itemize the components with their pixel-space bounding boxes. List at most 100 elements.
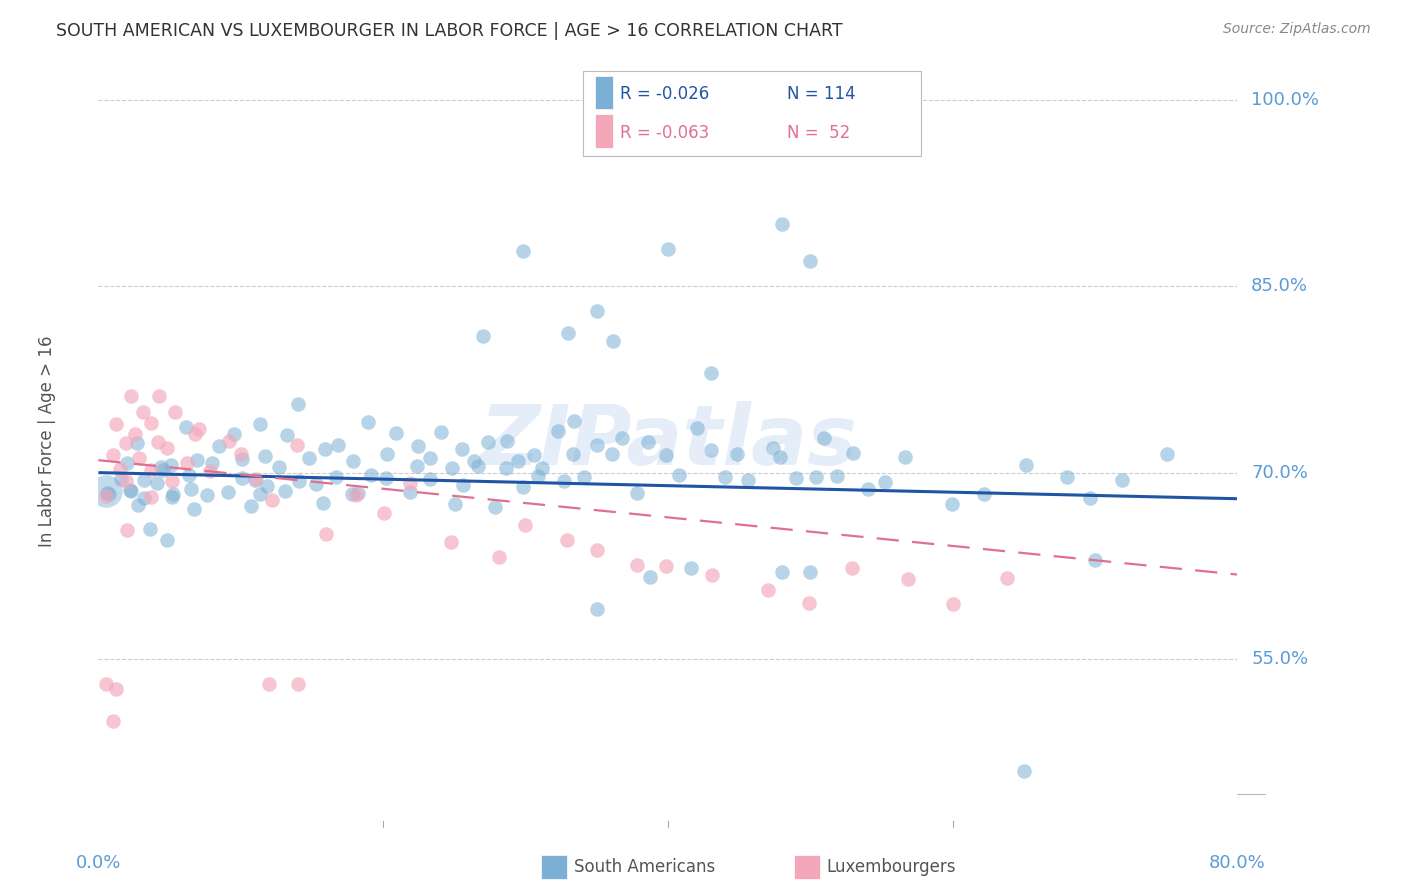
Point	[564, 414, 586, 428]
Point	[176, 456, 198, 470]
Point	[276, 428, 298, 442]
Point	[160, 458, 183, 473]
Point	[256, 479, 278, 493]
Point	[288, 474, 311, 488]
Point	[287, 677, 309, 691]
Point	[110, 472, 132, 486]
Text: 80.0%: 80.0%	[1209, 854, 1265, 872]
Point	[240, 499, 263, 513]
Text: 70.0%: 70.0%	[1251, 464, 1308, 482]
Point	[103, 448, 125, 462]
Point	[453, 477, 475, 491]
Point	[512, 244, 534, 258]
Point	[262, 492, 284, 507]
Point	[600, 447, 623, 461]
Point	[419, 450, 441, 465]
Point	[115, 456, 138, 470]
Point	[231, 470, 253, 484]
Point	[797, 596, 820, 610]
Point	[655, 558, 678, 573]
Text: ZIPatlas: ZIPatlas	[479, 401, 856, 482]
Point	[218, 434, 240, 449]
Point	[120, 388, 142, 402]
Point	[128, 450, 150, 465]
Point	[561, 447, 583, 461]
Point	[398, 484, 420, 499]
Point	[217, 484, 239, 499]
Point	[162, 487, 184, 501]
Point	[430, 425, 453, 440]
Point	[152, 463, 174, 477]
Point	[477, 434, 499, 449]
Text: 85.0%: 85.0%	[1251, 277, 1308, 295]
Point	[637, 434, 659, 449]
Point	[897, 573, 920, 587]
Point	[737, 474, 759, 488]
Point	[770, 565, 793, 579]
Point	[406, 458, 429, 473]
Point	[357, 415, 380, 429]
Point	[146, 476, 169, 491]
Text: 55.0%: 55.0%	[1251, 650, 1309, 668]
Point	[249, 417, 271, 432]
Point	[141, 462, 163, 476]
Point	[1078, 491, 1101, 506]
Point	[304, 476, 326, 491]
Point	[373, 507, 395, 521]
Point	[245, 473, 267, 487]
Point	[186, 452, 208, 467]
Point	[124, 426, 146, 441]
Point	[699, 366, 721, 380]
Point	[385, 426, 408, 441]
Point	[681, 561, 703, 575]
Point	[515, 518, 537, 533]
Point	[344, 488, 367, 502]
Point	[825, 469, 848, 483]
Point	[198, 464, 221, 478]
Point	[602, 334, 624, 349]
Point	[245, 472, 267, 486]
Point	[626, 486, 648, 500]
Point	[841, 561, 863, 575]
Point	[813, 432, 835, 446]
Text: 0.0%: 0.0%	[76, 854, 121, 872]
Point	[160, 490, 183, 504]
Point	[804, 470, 827, 484]
Point	[506, 454, 529, 468]
Point	[700, 568, 723, 582]
Point	[585, 304, 607, 318]
Point	[97, 487, 120, 501]
Point	[547, 424, 569, 438]
Point	[222, 427, 245, 442]
Point	[638, 569, 661, 583]
Point	[585, 437, 607, 451]
Point	[451, 442, 474, 456]
Point	[115, 436, 138, 450]
Point	[657, 242, 679, 256]
Point	[229, 447, 252, 461]
Point	[713, 470, 735, 484]
Point	[654, 448, 676, 462]
Point	[174, 420, 197, 434]
Point	[941, 497, 963, 511]
Point	[127, 498, 149, 512]
Text: Source: ZipAtlas.com: Source: ZipAtlas.com	[1223, 22, 1371, 37]
Point	[127, 436, 149, 450]
Point	[101, 714, 124, 729]
Point	[149, 460, 172, 475]
Point	[163, 405, 186, 419]
Point	[756, 583, 779, 598]
Point	[96, 486, 118, 500]
Point	[440, 460, 463, 475]
Point	[530, 461, 553, 475]
Point	[856, 482, 879, 496]
Point	[201, 456, 224, 470]
Point	[495, 460, 517, 475]
Point	[686, 421, 709, 435]
Point	[105, 681, 128, 696]
Point	[398, 476, 420, 491]
Point	[314, 442, 336, 456]
Point	[340, 487, 363, 501]
Point	[1084, 552, 1107, 566]
Point	[94, 484, 117, 499]
